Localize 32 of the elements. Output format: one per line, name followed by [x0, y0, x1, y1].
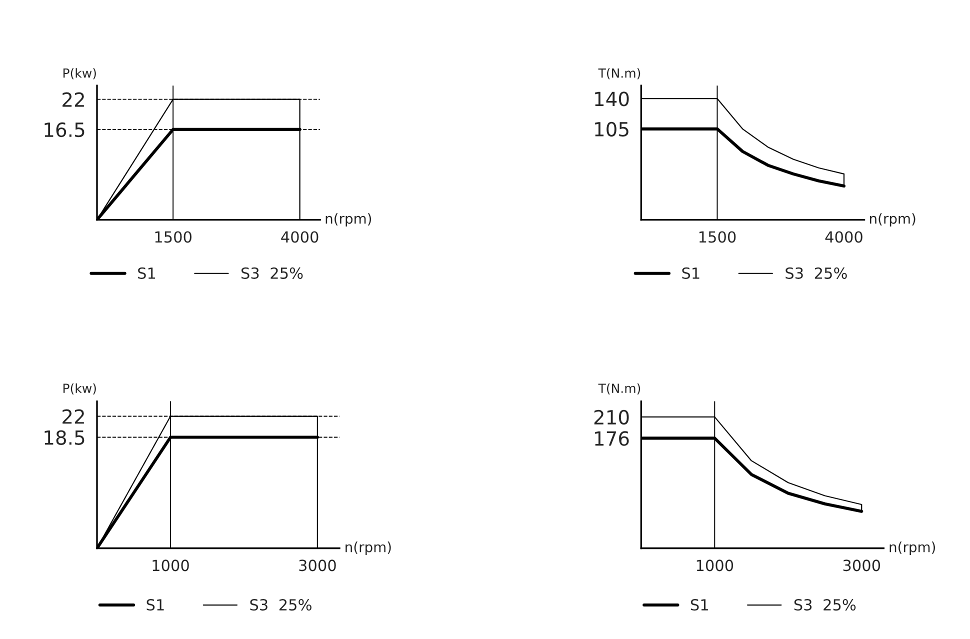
legend-label: S1	[690, 599, 708, 611]
y-tick-label: 22	[62, 92, 84, 107]
x-axis-title: n(rpm)	[890, 542, 936, 555]
y-tick-label: 140	[595, 92, 629, 106]
y-tick-label: 18.5	[44, 430, 84, 445]
x-tick-label: 1500	[155, 231, 192, 243]
y-tick-label: 22	[62, 409, 84, 424]
legend-label: S3 25%	[250, 599, 312, 611]
legend-label: S3 25%	[786, 267, 847, 279]
y-axis-title: P(kw)	[63, 383, 96, 394]
y-tick-label: 105	[595, 122, 628, 137]
legend-label: S3 25%	[242, 267, 303, 279]
y-tick-label: 176	[595, 431, 629, 446]
x-tick-label: 1000	[152, 560, 189, 572]
y-tick-label: 16.5	[44, 122, 84, 138]
x-tick-label: 4000	[825, 231, 862, 243]
legend-label: S3 25%	[794, 599, 856, 611]
x-axis-title: n(rpm)	[326, 213, 372, 227]
y-axis-title: T(N.m)	[598, 383, 640, 394]
legend-label: S1	[146, 599, 164, 611]
y-tick-label: 210	[594, 410, 629, 425]
y-axis-title: T(N.m)	[598, 68, 640, 80]
x-tick-label: 1500	[699, 231, 736, 243]
x-axis-title: n(rpm)	[346, 542, 391, 555]
x-tick-label: 3000	[299, 560, 336, 572]
x-tick-label: 4000	[281, 231, 318, 243]
x-tick-label: 3000	[843, 560, 880, 572]
x-axis-title: n(rpm)	[870, 213, 916, 227]
y-axis-title: P(kw)	[63, 68, 96, 80]
legend-label: S1	[682, 267, 700, 279]
legend-label: S1	[138, 267, 156, 279]
x-tick-label: 1000	[696, 560, 734, 572]
